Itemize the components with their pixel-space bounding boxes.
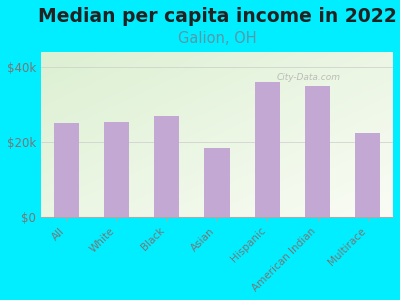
Bar [355,133,380,217]
Title: Median per capita income in 2022: Median per capita income in 2022 [38,7,396,26]
Text: Galion, OH: Galion, OH [178,31,256,46]
Text: City-Data.com: City-Data.com [277,73,341,82]
Bar [305,86,330,217]
Bar [255,82,280,217]
Bar [54,123,79,217]
Bar [154,116,179,217]
Bar [104,122,129,217]
Bar [204,148,230,217]
